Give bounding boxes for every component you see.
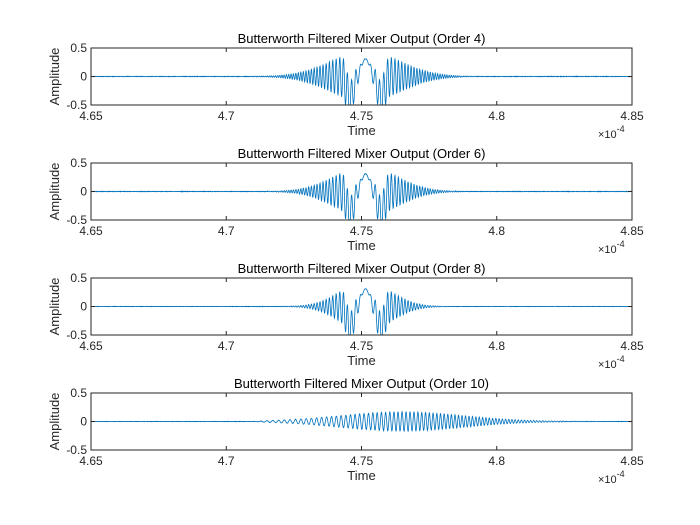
x-axis-label: Time <box>347 238 375 253</box>
x-tick-label: 4.75 <box>350 224 374 238</box>
y-tick-label: -0.5 <box>66 443 87 457</box>
x-tick-label: 4.7 <box>218 224 235 238</box>
y-axis-label: Amplitude <box>47 163 62 221</box>
x-tick-label: 4.85 <box>620 109 644 123</box>
y-axis-label: Amplitude <box>47 48 62 106</box>
x-exponent-label: ×10-4 <box>598 469 625 486</box>
x-tick-label: 4.7 <box>218 454 235 468</box>
x-exponent-label: ×10-4 <box>598 239 625 256</box>
y-axis-label: Amplitude <box>47 393 62 451</box>
x-tick-label: 4.8 <box>488 339 505 353</box>
subplot-1: Butterworth Filtered Mixer Output (Order… <box>47 31 644 141</box>
x-tick-label: 4.65 <box>79 109 103 123</box>
x-tick-label: 4.7 <box>218 339 235 353</box>
x-axis-label: Time <box>347 123 375 138</box>
y-tick-label: 0.5 <box>70 386 87 400</box>
signal-line <box>90 410 633 433</box>
x-axis-label: Time <box>347 468 375 483</box>
y-tick-label: 0.5 <box>70 41 87 55</box>
chart-title: Butterworth Filtered Mixer Output (Order… <box>238 146 486 161</box>
y-tick-label: 0.5 <box>70 156 87 170</box>
y-tick-label: -0.5 <box>66 98 87 112</box>
x-exponent-label: ×10-4 <box>598 354 625 371</box>
x-exponent-label: ×10-4 <box>598 124 625 141</box>
x-tick-label: 4.7 <box>218 109 235 123</box>
x-axis-label: Time <box>347 353 375 368</box>
signal-line <box>90 172 633 221</box>
signal-line <box>90 288 633 336</box>
y-tick-label: 0 <box>80 185 87 199</box>
x-tick-label: 4.65 <box>79 224 103 238</box>
x-tick-label: 4.85 <box>620 454 644 468</box>
chart-title: Butterworth Filtered Mixer Output (Order… <box>238 31 486 46</box>
y-axis-label: Amplitude <box>47 278 62 336</box>
x-tick-label: 4.65 <box>79 454 103 468</box>
chart-title: Butterworth Filtered Mixer Output (Order… <box>238 261 486 276</box>
y-tick-label: 0 <box>80 415 87 429</box>
y-tick-label: 0.5 <box>70 271 87 285</box>
x-tick-label: 4.75 <box>350 339 374 353</box>
subplot-2: Butterworth Filtered Mixer Output (Order… <box>47 146 644 256</box>
x-tick-label: 4.85 <box>620 339 644 353</box>
chart-title: Butterworth Filtered Mixer Output (Order… <box>234 376 489 391</box>
x-tick-label: 4.8 <box>488 224 505 238</box>
signal-line <box>90 56 633 106</box>
y-tick-label: 0 <box>80 70 87 84</box>
x-tick-label: 4.8 <box>488 109 505 123</box>
x-tick-label: 4.75 <box>350 109 374 123</box>
y-tick-label: -0.5 <box>66 328 87 342</box>
subplot-3: Butterworth Filtered Mixer Output (Order… <box>47 261 644 371</box>
y-tick-label: 0 <box>80 300 87 314</box>
x-tick-label: 4.85 <box>620 224 644 238</box>
x-tick-label: 4.75 <box>350 454 374 468</box>
subplot-4: Butterworth Filtered Mixer Output (Order… <box>47 376 644 486</box>
x-tick-label: 4.8 <box>488 454 505 468</box>
y-tick-label: -0.5 <box>66 213 87 227</box>
x-tick-label: 4.65 <box>79 339 103 353</box>
